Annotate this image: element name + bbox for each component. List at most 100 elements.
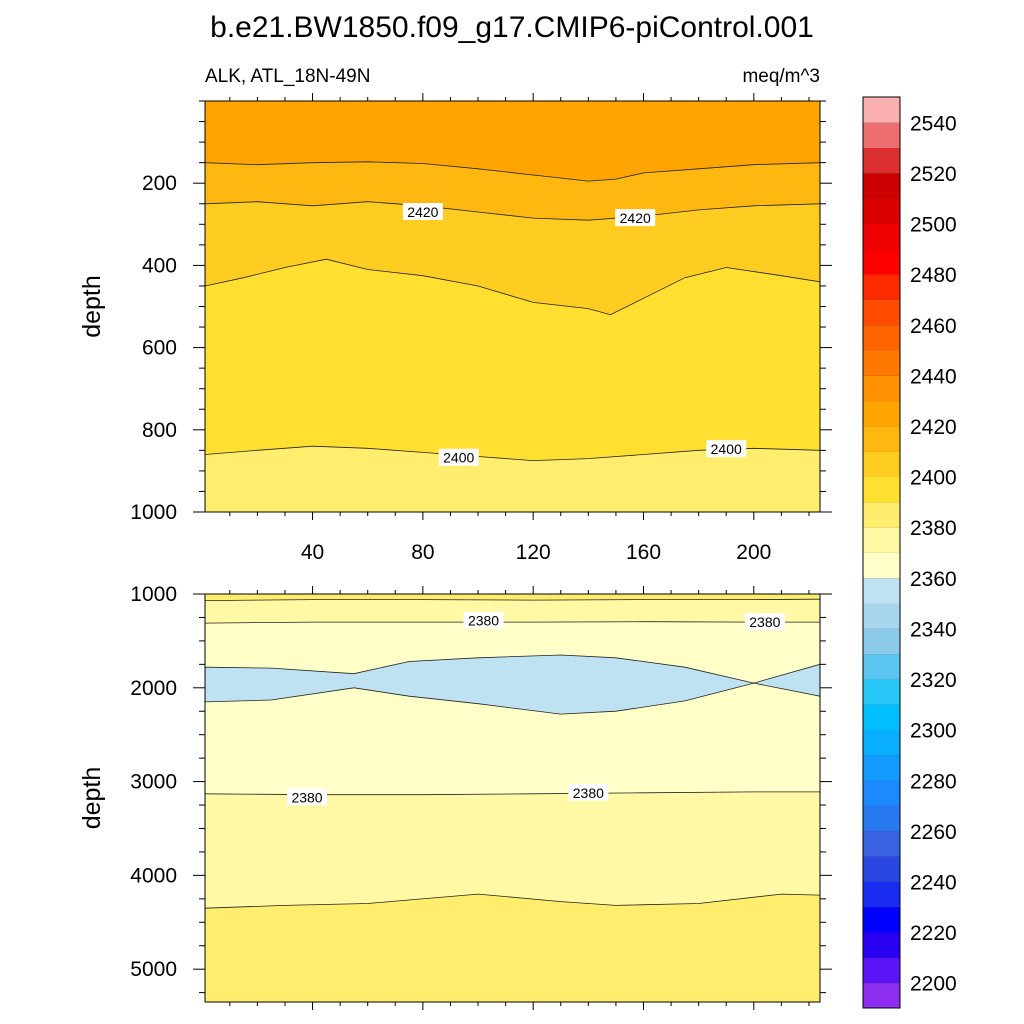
upper-plot-area: 2420 2420 2400 2400	[205, 101, 820, 512]
lower-y-tick-label: 4000	[130, 864, 177, 887]
colorbar: 2200 2220 2240 2260 2280 2300 2320 2340 2360 2380…	[862, 96, 957, 1009]
upper-contour-label: 2400	[438, 448, 479, 466]
colorbar-box	[863, 223, 900, 250]
lower-contour-label: 2380	[287, 788, 328, 806]
upper-y-tick-label: 800	[142, 419, 177, 442]
colorbar-box	[863, 147, 900, 174]
colorbar-label: 2460	[910, 315, 957, 338]
colorbar-box	[863, 198, 900, 224]
colorbar-box	[863, 274, 900, 300]
colorbar-box	[863, 830, 900, 857]
units-label: meq/m^3	[742, 66, 820, 87]
upper-x-tick-label: 200	[736, 541, 771, 564]
colorbar-box	[863, 856, 900, 882]
colorbar-box	[863, 350, 900, 376]
lower-contour-label: 2380	[744, 613, 785, 631]
colorbar-box	[863, 679, 900, 705]
lower-frame	[204, 593, 821, 1003]
colorbar-box	[863, 122, 900, 149]
upper-x-tick-label: 40	[301, 541, 324, 564]
colorbar-label: 2420	[910, 416, 957, 439]
upper-contour-label: 2400	[706, 440, 747, 458]
colorbar-box	[863, 299, 900, 326]
upper-contour-label-text: 2400	[711, 441, 742, 457]
colorbar-label: 2320	[910, 669, 957, 692]
colorbar-box	[863, 527, 900, 553]
upper-x-tick-label: 120	[516, 541, 551, 564]
colorbar-box	[863, 603, 900, 629]
colorbar-box	[863, 501, 900, 528]
colorbar-box	[863, 754, 900, 781]
colorbar-frame	[862, 96, 901, 1009]
lower-contour-label-text: 2380	[291, 790, 322, 806]
lower-contour-label: 2380	[463, 611, 504, 629]
lower-panel: 2380 2380 2380 2380 1000 2000 3000 4000 5000 dept…	[78, 583, 832, 1010]
lower-contour-label: 2380	[568, 783, 609, 801]
lower-y-axis-label: depth	[78, 767, 106, 830]
lower-band-2380	[205, 791, 820, 909]
lower-contour-2390	[205, 598, 820, 601]
colorbar-box	[863, 552, 900, 579]
lower-y-tick-label: 1000	[130, 583, 177, 606]
colorbar-box	[863, 400, 900, 427]
colorbar-box	[863, 476, 900, 503]
upper-contour-label-text: 2420	[407, 204, 438, 220]
colorbar-box	[863, 982, 900, 1009]
upper-y-tick-label: 400	[142, 254, 177, 277]
upper-contour-2430	[205, 161, 820, 182]
lower-plot-area: 2380 2380 2380 2380	[205, 594, 820, 1002]
upper-contour-2420	[205, 201, 820, 221]
upper-contour-label-text: 2400	[443, 450, 474, 466]
lower-contour-label-text: 2380	[468, 613, 499, 629]
variable-region-label: ALK, ATL_18N-49N	[205, 66, 370, 87]
upper-contour-label: 2420	[402, 202, 443, 220]
upper-y-tick-label: 1000	[130, 501, 177, 524]
colorbar-label: 2340	[910, 618, 957, 641]
colorbar-box	[863, 172, 900, 199]
colorbar-box	[863, 577, 900, 604]
lower-band-2390	[205, 893, 820, 1002]
colorbar-box	[863, 324, 900, 351]
upper-contour-label: 2420	[615, 209, 656, 227]
upper-y-tick-label: 600	[142, 337, 177, 360]
colorbar-box	[863, 653, 900, 680]
upper-y-axis-label: depth	[78, 275, 106, 338]
colorbar-box	[863, 425, 900, 452]
colorbar-label: 2480	[910, 264, 957, 287]
colorbar-box	[863, 704, 900, 731]
lower-contour-2390	[205, 893, 820, 909]
upper-y-tick-label: 200	[142, 172, 177, 195]
upper-x-tick-label: 80	[411, 541, 434, 564]
colorbar-label: 2200	[910, 973, 957, 996]
lower-contour-label-text: 2380	[573, 785, 604, 801]
colorbar-label: 2240	[910, 871, 957, 894]
lower-y-tick-label: 2000	[130, 677, 177, 700]
upper-contour-label-text: 2420	[620, 210, 651, 226]
colorbar-box	[863, 97, 900, 123]
colorbar-label: 2220	[910, 922, 957, 945]
colorbar-label: 2440	[910, 365, 957, 388]
colorbar-box	[863, 906, 900, 933]
colorbar-box	[863, 375, 900, 402]
colorbar-label: 2380	[910, 517, 957, 540]
colorbar-label: 2280	[910, 770, 957, 793]
colorbar-box	[863, 248, 900, 275]
colorbar-box	[863, 451, 900, 477]
colorbar-box	[863, 932, 900, 958]
figure-title: b.e21.BW1850.f09_g17.CMIP6-piControl.001	[210, 11, 814, 44]
colorbar-label: 2300	[910, 720, 957, 743]
lower-contour-2360	[205, 682, 820, 715]
upper-x-tick-label: 160	[626, 541, 661, 564]
colorbar-label: 2400	[910, 467, 957, 490]
colorbar-label: 2500	[910, 214, 957, 237]
colorbar-label: 2360	[910, 568, 957, 591]
colorbar-box	[863, 805, 900, 832]
colorbar-label: 2540	[910, 112, 957, 135]
lower-contour-2370	[205, 654, 820, 684]
upper-contour-2410	[205, 258, 820, 316]
colorbar-box	[863, 881, 900, 908]
colorbar-box	[863, 729, 900, 756]
colorbar-box	[863, 957, 900, 984]
colorbar-label: 2520	[910, 163, 957, 186]
